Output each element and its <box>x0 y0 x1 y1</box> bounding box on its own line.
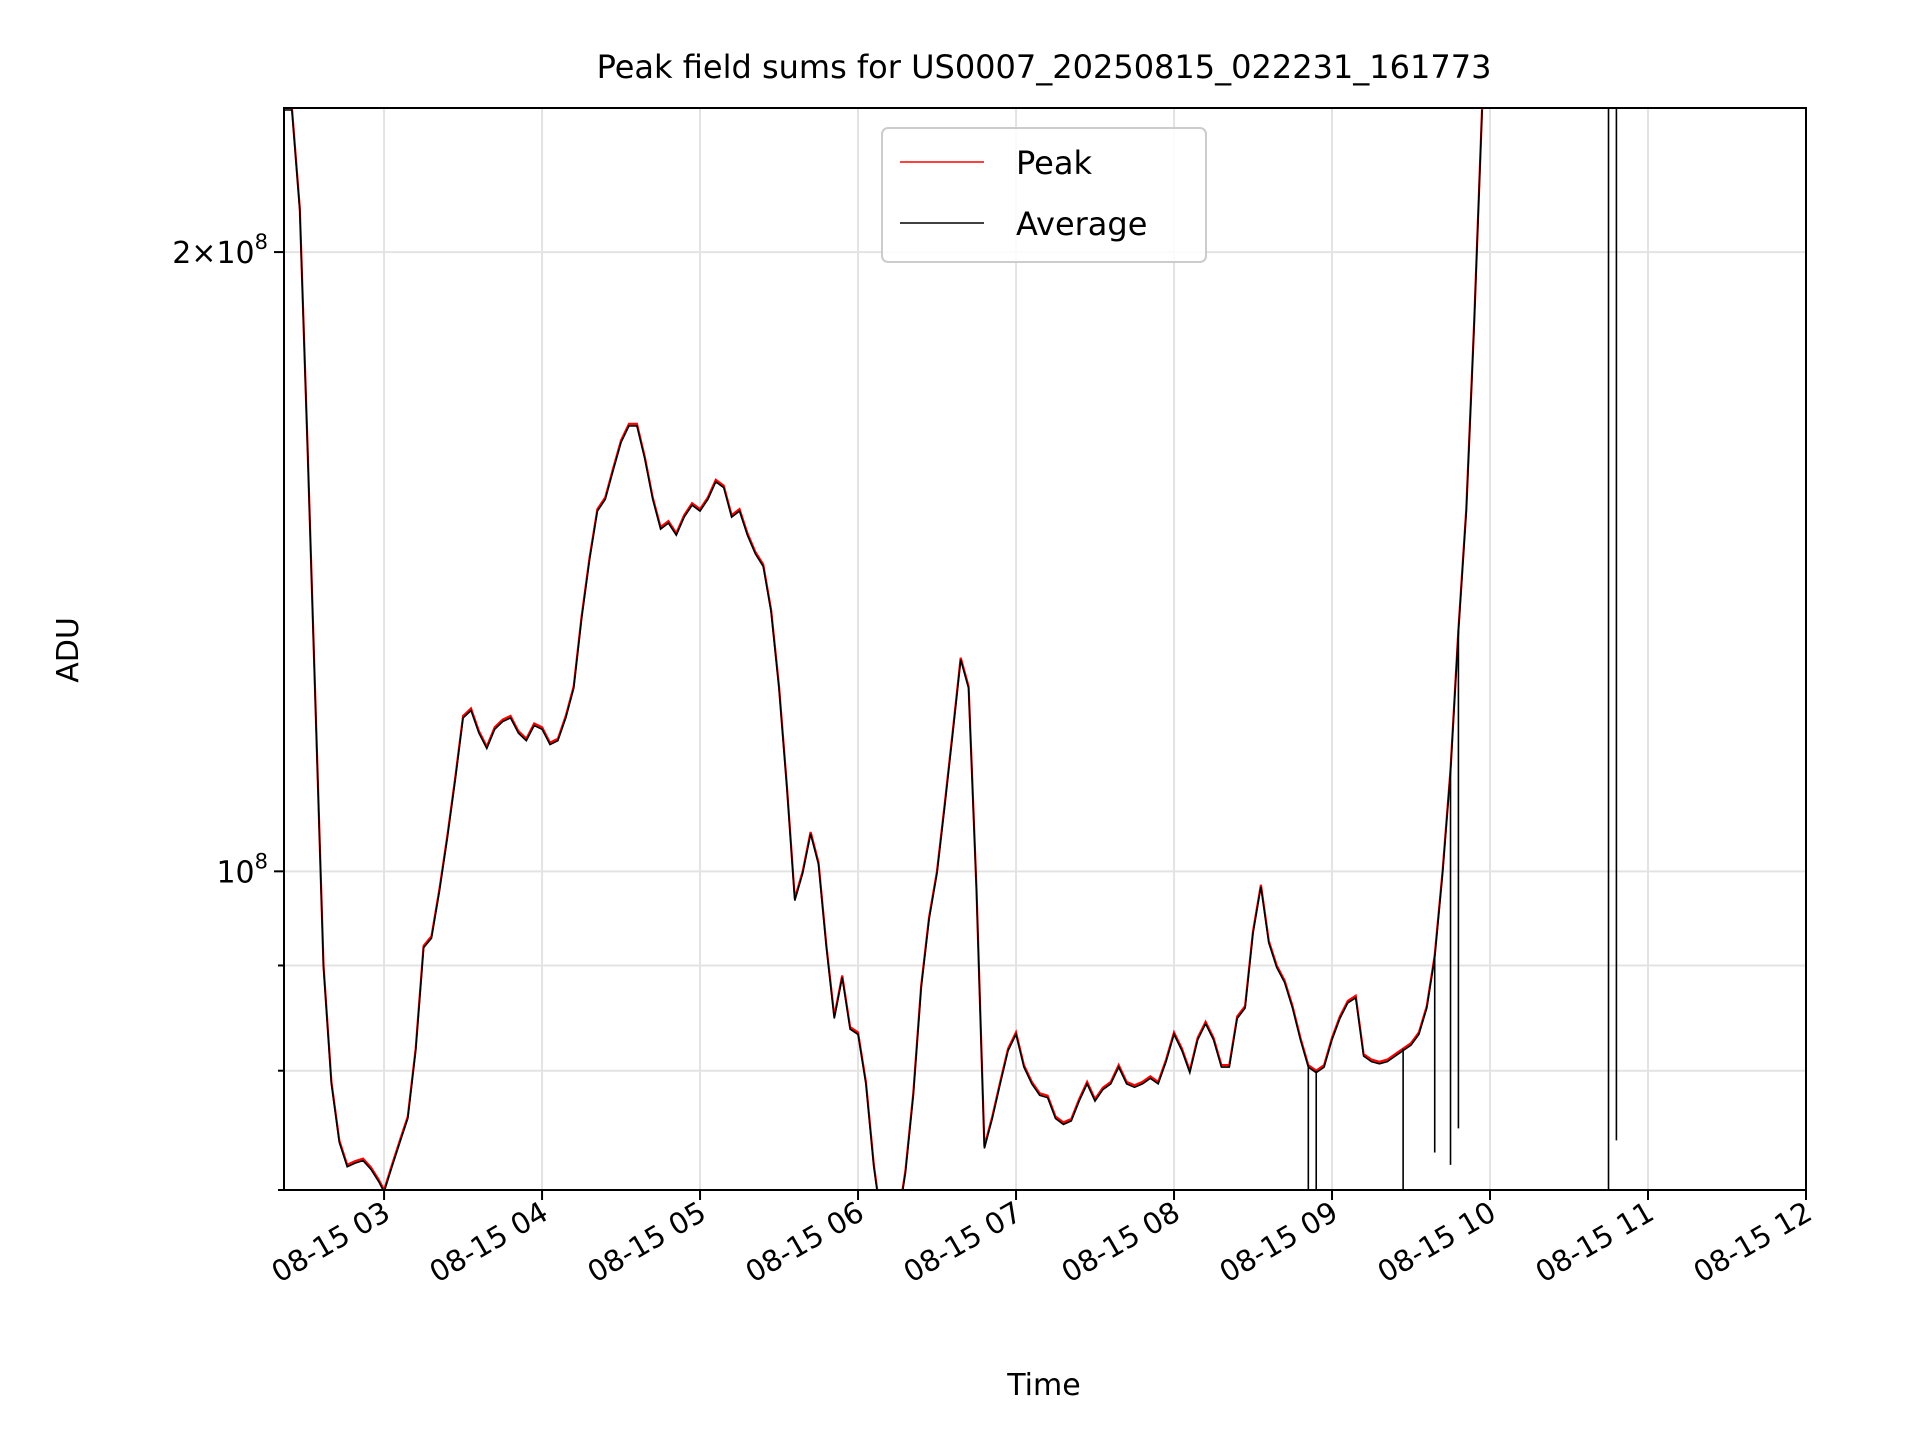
series-line-peak <box>284 108 1484 1190</box>
y-axis-label: ADU <box>51 617 86 683</box>
y-tick-label: 2×108 <box>172 230 268 271</box>
series-layer <box>284 108 1618 1190</box>
plot-frame <box>283 107 1807 1191</box>
chart-title: Peak field sums for US0007_20250815_0222… <box>597 48 1492 86</box>
legend-average-label: Average <box>1016 205 1147 243</box>
series-line-average <box>284 109 1483 1190</box>
y-tick-label: 108 <box>216 849 268 890</box>
legend-peak-label: Peak <box>1016 144 1092 182</box>
legend: Peak Average <box>881 127 1207 263</box>
x-axis-label: Time <box>1006 1368 1080 1403</box>
y-axis-ticks: 2×108 108 <box>172 230 284 1191</box>
